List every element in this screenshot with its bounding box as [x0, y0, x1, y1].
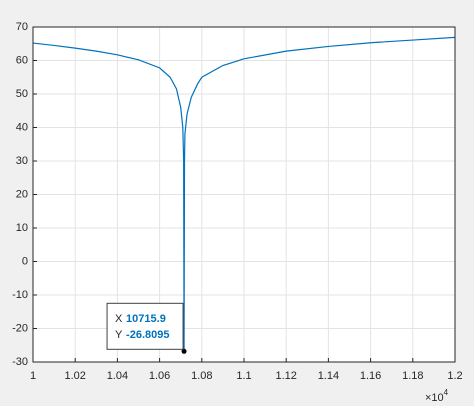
x-tick-label: 1.04 — [107, 370, 128, 382]
x-multiplier-exponent: 4 — [444, 388, 449, 397]
datatip-x-name: X — [115, 313, 123, 325]
x-tick-label: 1.18 — [402, 370, 423, 382]
plot — [32, 36, 456, 352]
x-multiplier-base: ×10 — [425, 392, 444, 404]
y-tick-label: 40 — [16, 121, 28, 133]
line — [32, 36, 456, 352]
y-tick-label: 30 — [16, 155, 28, 167]
x-tick-label: 1.06 — [149, 370, 170, 382]
datatip-x-value: 10715.9 — [126, 313, 166, 325]
y-tick-label: 50 — [16, 88, 28, 100]
x-multiplier: ×104 — [425, 388, 449, 404]
y-tick-label: 70 — [16, 21, 28, 33]
datatip-y-name: Y — [115, 329, 123, 341]
y-tick-label: -20 — [12, 322, 28, 334]
y-tick-label: 10 — [16, 222, 28, 234]
y-tick-label: 20 — [16, 188, 28, 200]
x-tick-label: 1.12 — [275, 370, 296, 382]
y-tick-label: 0 — [22, 255, 28, 267]
datatip-y-value: -26.8095 — [126, 329, 169, 341]
y-tick-label: 60 — [16, 54, 28, 66]
x-tick-label: 1.02 — [64, 370, 85, 382]
x-tick-label: 1.14 — [318, 370, 339, 382]
datatip-box — [106, 302, 184, 350]
x-tick-label: 1.1 — [236, 370, 251, 382]
y-tick-label: -10 — [12, 289, 28, 301]
y-tick-label: -30 — [12, 356, 28, 368]
x-tick-label: 1 — [30, 370, 36, 382]
x-tick-label: 1.08 — [191, 370, 212, 382]
x-tick-label: 1.2 — [447, 370, 462, 382]
x-tick-label: 1.16 — [360, 370, 381, 382]
datatip-marker — [181, 348, 187, 354]
